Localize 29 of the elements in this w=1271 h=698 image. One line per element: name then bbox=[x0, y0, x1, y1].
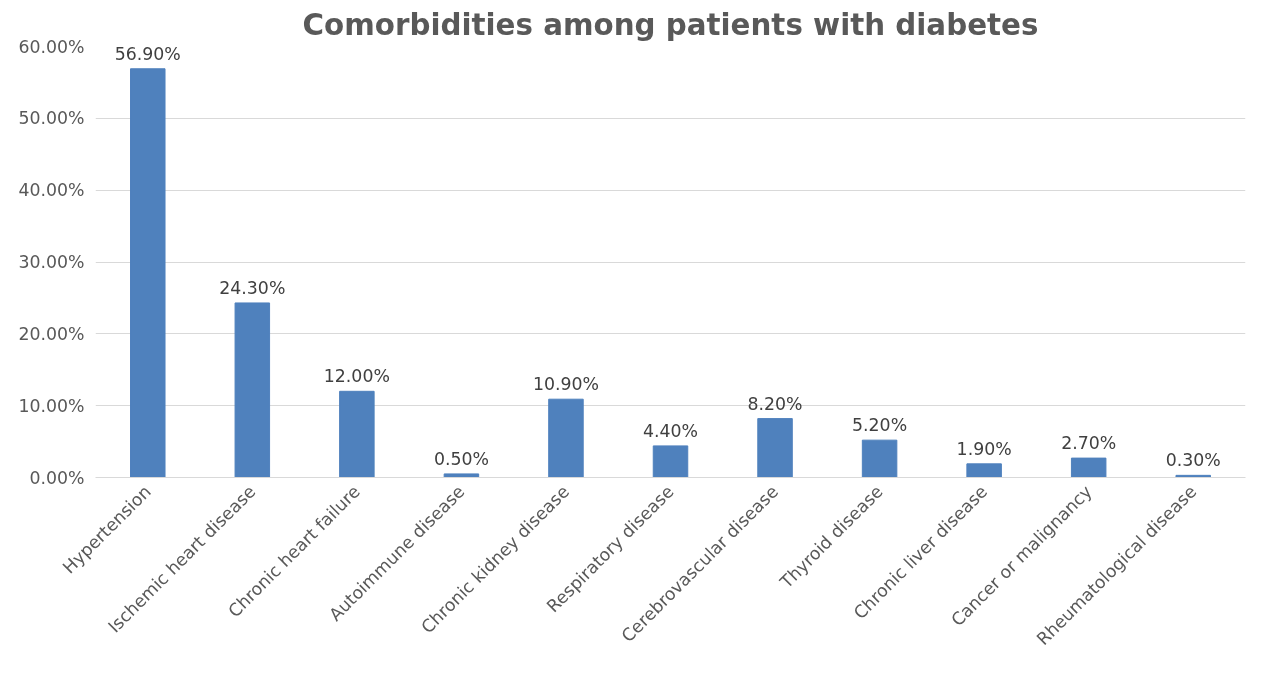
bar bbox=[443, 473, 480, 478]
data-label: 56.90% bbox=[114, 43, 181, 64]
y-tick-label: 10.00% bbox=[18, 395, 85, 416]
bar bbox=[1070, 457, 1107, 478]
bar bbox=[652, 445, 689, 478]
data-label: 12.00% bbox=[323, 366, 390, 387]
bar bbox=[130, 68, 166, 478]
data-label: 5.20% bbox=[852, 415, 908, 436]
y-tick-label: 20.00% bbox=[18, 323, 85, 344]
data-label: 0.50% bbox=[433, 448, 489, 469]
y-tick-label: 0.00% bbox=[29, 467, 85, 488]
bar bbox=[548, 398, 584, 478]
bar bbox=[861, 439, 898, 478]
y-tick-label: 50.00% bbox=[18, 108, 85, 129]
data-label: 1.90% bbox=[956, 438, 1012, 459]
data-label: 8.20% bbox=[747, 393, 803, 414]
data-label: 0.30% bbox=[1165, 450, 1221, 471]
data-label: 4.40% bbox=[642, 420, 699, 441]
y-tick-label: 60.00% bbox=[18, 36, 85, 57]
data-label: 2.70% bbox=[1061, 433, 1117, 454]
data-label: 10.90% bbox=[532, 374, 599, 395]
bar bbox=[757, 418, 793, 478]
y-tick-label: 30.00% bbox=[18, 252, 85, 272]
bar bbox=[234, 302, 271, 478]
bar bbox=[339, 390, 375, 478]
chart-title: Comorbidities among patients with diabetes bbox=[302, 7, 1039, 42]
data-label: 24.30% bbox=[219, 277, 286, 298]
y-tick-label: 40.00% bbox=[18, 180, 85, 201]
bar bbox=[966, 463, 1002, 478]
